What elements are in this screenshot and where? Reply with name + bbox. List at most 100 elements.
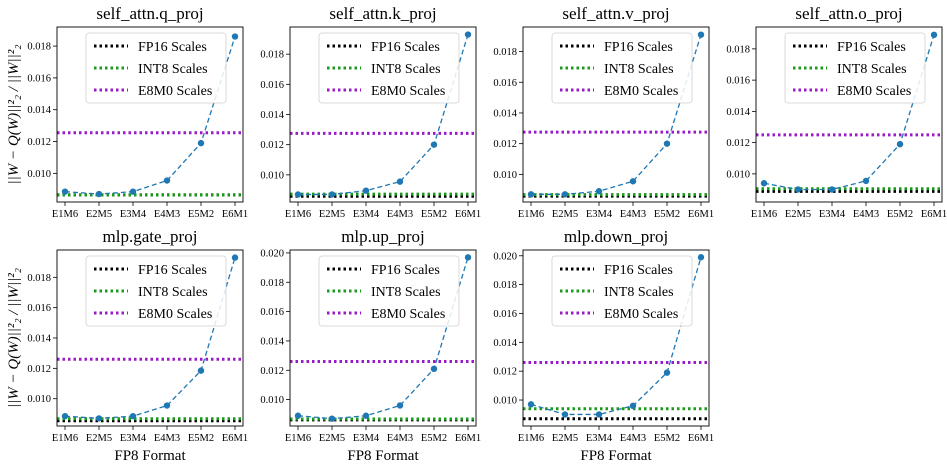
legend-label-e8m0: E8M0 Scales (837, 84, 911, 99)
x-tick-label: E2M5 (319, 209, 345, 220)
data-point (197, 139, 205, 147)
data-point (163, 177, 171, 184)
x-tick-label: E2M5 (319, 433, 345, 444)
chart-panel-4: mlp.gate_proj 0.010 0.012 0.014 0.016 0.018 E1… (6, 227, 248, 444)
y-tick-label: 0.010 (493, 396, 517, 407)
data-point (231, 33, 239, 40)
plot-frame (522, 249, 710, 427)
plot-frame (289, 249, 477, 427)
data-point (61, 188, 69, 195)
chart-title: mlp.up_proj (341, 227, 425, 246)
data-point (362, 412, 370, 419)
x-tick-label: E4M3 (154, 433, 180, 444)
data-point (697, 31, 705, 38)
x-tick-label: E4M3 (620, 433, 646, 444)
x-tick-label: E3M4 (586, 433, 613, 444)
y-tick-label: 0.018 (493, 280, 517, 291)
x-tick-label: E2M5 (785, 209, 811, 220)
plot-frame (56, 26, 244, 203)
x-tick-label: E1M6 (285, 433, 311, 444)
x-axis-label: FP8 Format (580, 448, 652, 464)
x-tick-label: E3M4 (353, 433, 380, 444)
legend-label-e8m0: E8M0 Scales (138, 84, 212, 99)
legend-box (85, 32, 227, 104)
legend-box (318, 32, 460, 104)
y-tick-label: 0.014 (27, 334, 51, 345)
data-series-line (64, 257, 236, 420)
x-tick-label: E3M4 (819, 209, 846, 220)
y-tick-label: 0.014 (493, 338, 517, 349)
y-tick-label: 0.016 (27, 73, 51, 84)
y-tick-label: 0.014 (493, 108, 517, 119)
x-tick-label: E6M1 (455, 209, 481, 220)
x-tick-label: E4M3 (620, 209, 646, 220)
chart-title: self_attn.q_proj (96, 4, 203, 23)
x-tick-label: E4M3 (387, 433, 413, 444)
y-tick-label: 0.012 (27, 137, 51, 148)
data-point (828, 186, 836, 193)
y-tick-label: 0.010 (27, 394, 51, 405)
y-tick-label: 0.014 (260, 110, 284, 121)
y-tick-label: 0.012 (493, 367, 517, 378)
y-tick-label: 0.016 (27, 303, 51, 314)
data-point (464, 254, 472, 261)
data-point (629, 402, 637, 410)
x-tick-label: E3M4 (353, 209, 380, 220)
x-tick-label: E1M6 (518, 209, 544, 220)
y-tick-label: 0.018 (726, 44, 750, 55)
data-point (595, 411, 603, 418)
x-tick-label: E1M6 (751, 209, 777, 220)
y-tick-label: 0.018 (493, 47, 517, 58)
chart-panel-2: self_attn.v_proj 0.010 0.012 0.014 0.016 0.01… (493, 4, 714, 220)
data-point (430, 365, 438, 372)
data-point (430, 141, 438, 148)
data-point (328, 415, 336, 422)
y-tick-label: 0.012 (493, 139, 517, 150)
x-tick-label: E3M4 (120, 209, 147, 220)
data-point (396, 402, 404, 409)
y-tick-label: 0.016 (493, 309, 517, 320)
y-tick-label: 0.016 (260, 307, 284, 318)
data-point (697, 254, 705, 261)
plot-frame (755, 26, 943, 203)
legend-label-e8m0: E8M0 Scales (604, 84, 678, 99)
x-tick-label: E5M2 (188, 209, 214, 220)
legend-label-fp16: FP16 Scales (371, 40, 440, 55)
chart-title: self_attn.v_proj (562, 4, 669, 23)
data-point (862, 177, 870, 185)
y-tick-label: 0.012 (27, 364, 51, 375)
data-series-line (64, 36, 236, 195)
data-point (896, 140, 904, 148)
data-point (129, 412, 137, 420)
chart-title: self_attn.o_proj (795, 4, 902, 23)
x-tick-label: E4M3 (853, 209, 879, 220)
data-point (527, 401, 535, 408)
legend-label-int8: INT8 Scales (371, 285, 441, 300)
x-tick-label: E3M4 (120, 433, 147, 444)
x-tick-label: E1M6 (518, 433, 544, 444)
y-tick-label: 0.010 (493, 170, 517, 181)
y-tick-label: 0.016 (493, 78, 517, 89)
data-point (663, 140, 671, 147)
y-tick-label: 0.014 (726, 107, 750, 118)
x-tick-label: E6M1 (688, 209, 714, 220)
data-point (61, 412, 69, 420)
chart-panel-6: mlp.down_proj 0.010 0.012 0.014 0.016 0.018 0.… (493, 227, 714, 444)
x-tick-label: E6M1 (921, 209, 947, 220)
x-tick-label: E5M2 (887, 209, 913, 220)
data-point (527, 191, 535, 198)
y-tick-label: 0.016 (726, 76, 750, 87)
data-point (561, 411, 569, 418)
x-tick-label: E4M3 (387, 209, 413, 220)
x-tick-label: E6M1 (688, 433, 714, 444)
legend-label-fp16: FP16 Scales (138, 40, 207, 55)
legend-label-int8: INT8 Scales (371, 62, 441, 77)
y-tick-label: 0.010 (260, 170, 284, 181)
data-point (328, 191, 336, 198)
x-tick-label: E5M2 (654, 433, 680, 444)
data-point (163, 402, 171, 409)
data-point (629, 178, 637, 185)
x-tick-label: E2M5 (552, 433, 578, 444)
x-tick-label: E6M1 (222, 209, 248, 220)
